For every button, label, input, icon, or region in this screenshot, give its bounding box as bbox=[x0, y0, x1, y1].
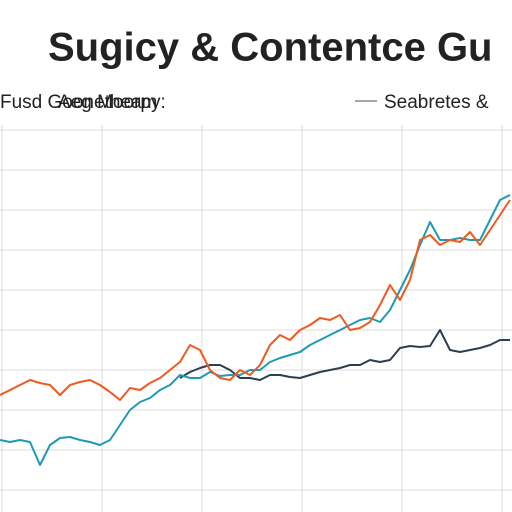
series-line bbox=[179, 329, 510, 381]
legend-label: Seabretes & bbox=[384, 92, 489, 113]
series-line bbox=[0, 199, 511, 401]
chart-title: Sugicy & Contentce Gu bbox=[48, 26, 493, 70]
legend-label: Fusd Goonetheam bbox=[0, 92, 157, 113]
legend-label: Aeg Moorpy: bbox=[58, 92, 166, 113]
